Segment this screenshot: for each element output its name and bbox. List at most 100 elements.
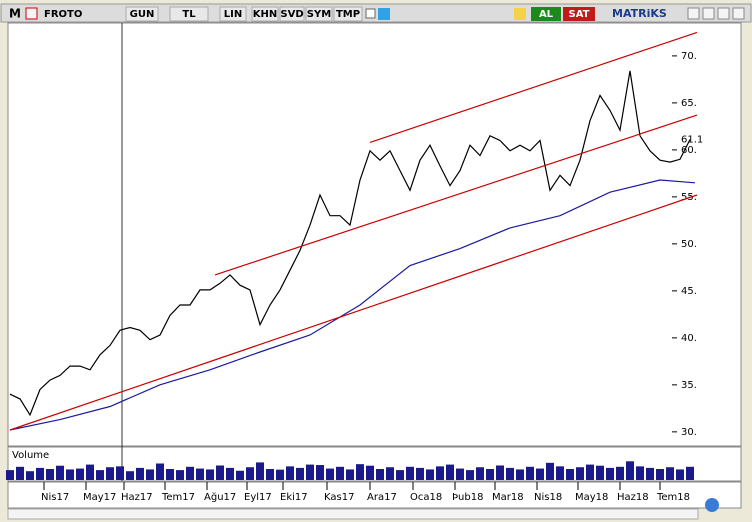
volume-bar [186,466,194,480]
volume-bar [336,466,344,480]
volume-bar [226,467,234,480]
volume-bar [116,466,124,480]
x-tick-label: Haz18 [617,492,649,503]
volume-bar [426,469,434,480]
volume-bar [266,469,274,480]
volume-bar [486,469,494,480]
toolbar-button-label: SVD [280,9,303,20]
volume-bar [396,470,404,480]
volume-bar [256,462,264,480]
volume-bar [156,463,164,480]
y-tick-label: 45. [681,286,697,297]
toolbar-button-label: TMP [336,9,360,20]
volume-bar [286,466,294,480]
volume-bar [526,466,534,480]
x-tick-label: Þub18 [452,492,483,503]
volume-bar [306,464,314,480]
toolbar-button[interactable] [279,6,305,22]
volume-bar [476,467,484,480]
last-value-label: 61.1 [681,135,703,146]
toolbar-button[interactable] [125,6,159,22]
volume-bar [436,466,444,480]
volume-bar [546,462,554,480]
symbol[interactable]: FROTO [44,9,82,20]
y-tick-label: 60. [681,145,697,156]
volume-bar [576,467,584,480]
x-tick-label: Mar18 [492,492,524,503]
x-tick-label: Eyl17 [244,492,272,503]
volume-bar [6,470,14,480]
x-tick-label: Tem18 [656,492,690,503]
toolbar-button-label: KHN [253,9,278,20]
volume-bar [456,468,464,480]
volume-bar [246,467,254,480]
volume-bar [406,466,414,480]
x-tick-label: Ara17 [367,492,397,503]
volume-bar [466,470,474,480]
toolbar-button-label: LIN [224,9,242,20]
twitter-icon[interactable] [378,8,390,20]
toolbar-button[interactable] [169,6,209,22]
volume-bar [636,466,644,480]
price-panel [7,22,742,447]
x-tick-label: Haz17 [121,492,153,503]
volume-bar [206,469,214,480]
volume-bar [216,465,224,480]
scrollbar[interactable] [7,508,699,520]
volume-bar [346,469,354,480]
volume-bar [96,470,104,480]
volume-bar [86,464,94,480]
volume-bar [326,468,334,480]
volume-bar [586,464,594,480]
logo: M [9,7,21,21]
series-line [9,194,698,431]
x-tick-label: Nis18 [534,492,562,503]
sell-label: SAT [569,9,590,20]
volume-bar [196,468,204,480]
y-tick-label: 40. [681,333,697,344]
volume-bar [56,465,64,480]
x-tick-label: Ağu17 [204,491,236,503]
sell-button[interactable] [563,7,595,21]
volume-bar [176,470,184,480]
icon[interactable] [514,8,526,20]
y-tick-label: 35. [681,380,697,391]
volume-bar [656,469,664,480]
toolbar-button[interactable] [251,6,279,22]
series-line [214,114,698,276]
toolbar-button[interactable] [219,6,247,22]
volume-bar [106,467,114,480]
buy-label: AL [539,9,554,20]
toolbar-button-label: SYM [307,9,331,20]
volume-bar [446,464,454,480]
close-symbol[interactable] [25,7,38,20]
volume-bar [676,469,684,480]
volume-bar [66,469,74,480]
toolbar-button[interactable] [333,6,363,22]
buy-button[interactable] [531,7,561,21]
series-line [369,31,698,143]
y-tick-label: 70. [681,51,697,62]
volume-bar [36,467,44,480]
volume-bar [566,469,574,480]
x-tick-label: May17 [83,492,116,503]
volume-bar [316,465,324,480]
volume-bar [496,465,504,480]
minimize[interactable] [687,7,700,20]
volume-bar [356,464,364,480]
y-tick-label: 30. [681,427,697,438]
volume-bar [416,467,424,480]
maximize[interactable] [702,7,715,20]
close[interactable] [732,7,745,20]
volume-bar [26,471,34,480]
toolbar-button[interactable] [305,6,333,22]
dropdown[interactable] [365,8,376,19]
volume-bar [666,467,674,480]
volume-bar [386,467,394,480]
x-tick-label: Tem17 [161,492,195,503]
series-line [9,179,696,431]
restore[interactable] [717,7,730,20]
volume-label: Volume [12,450,49,461]
refresh-icon[interactable] [705,498,719,512]
